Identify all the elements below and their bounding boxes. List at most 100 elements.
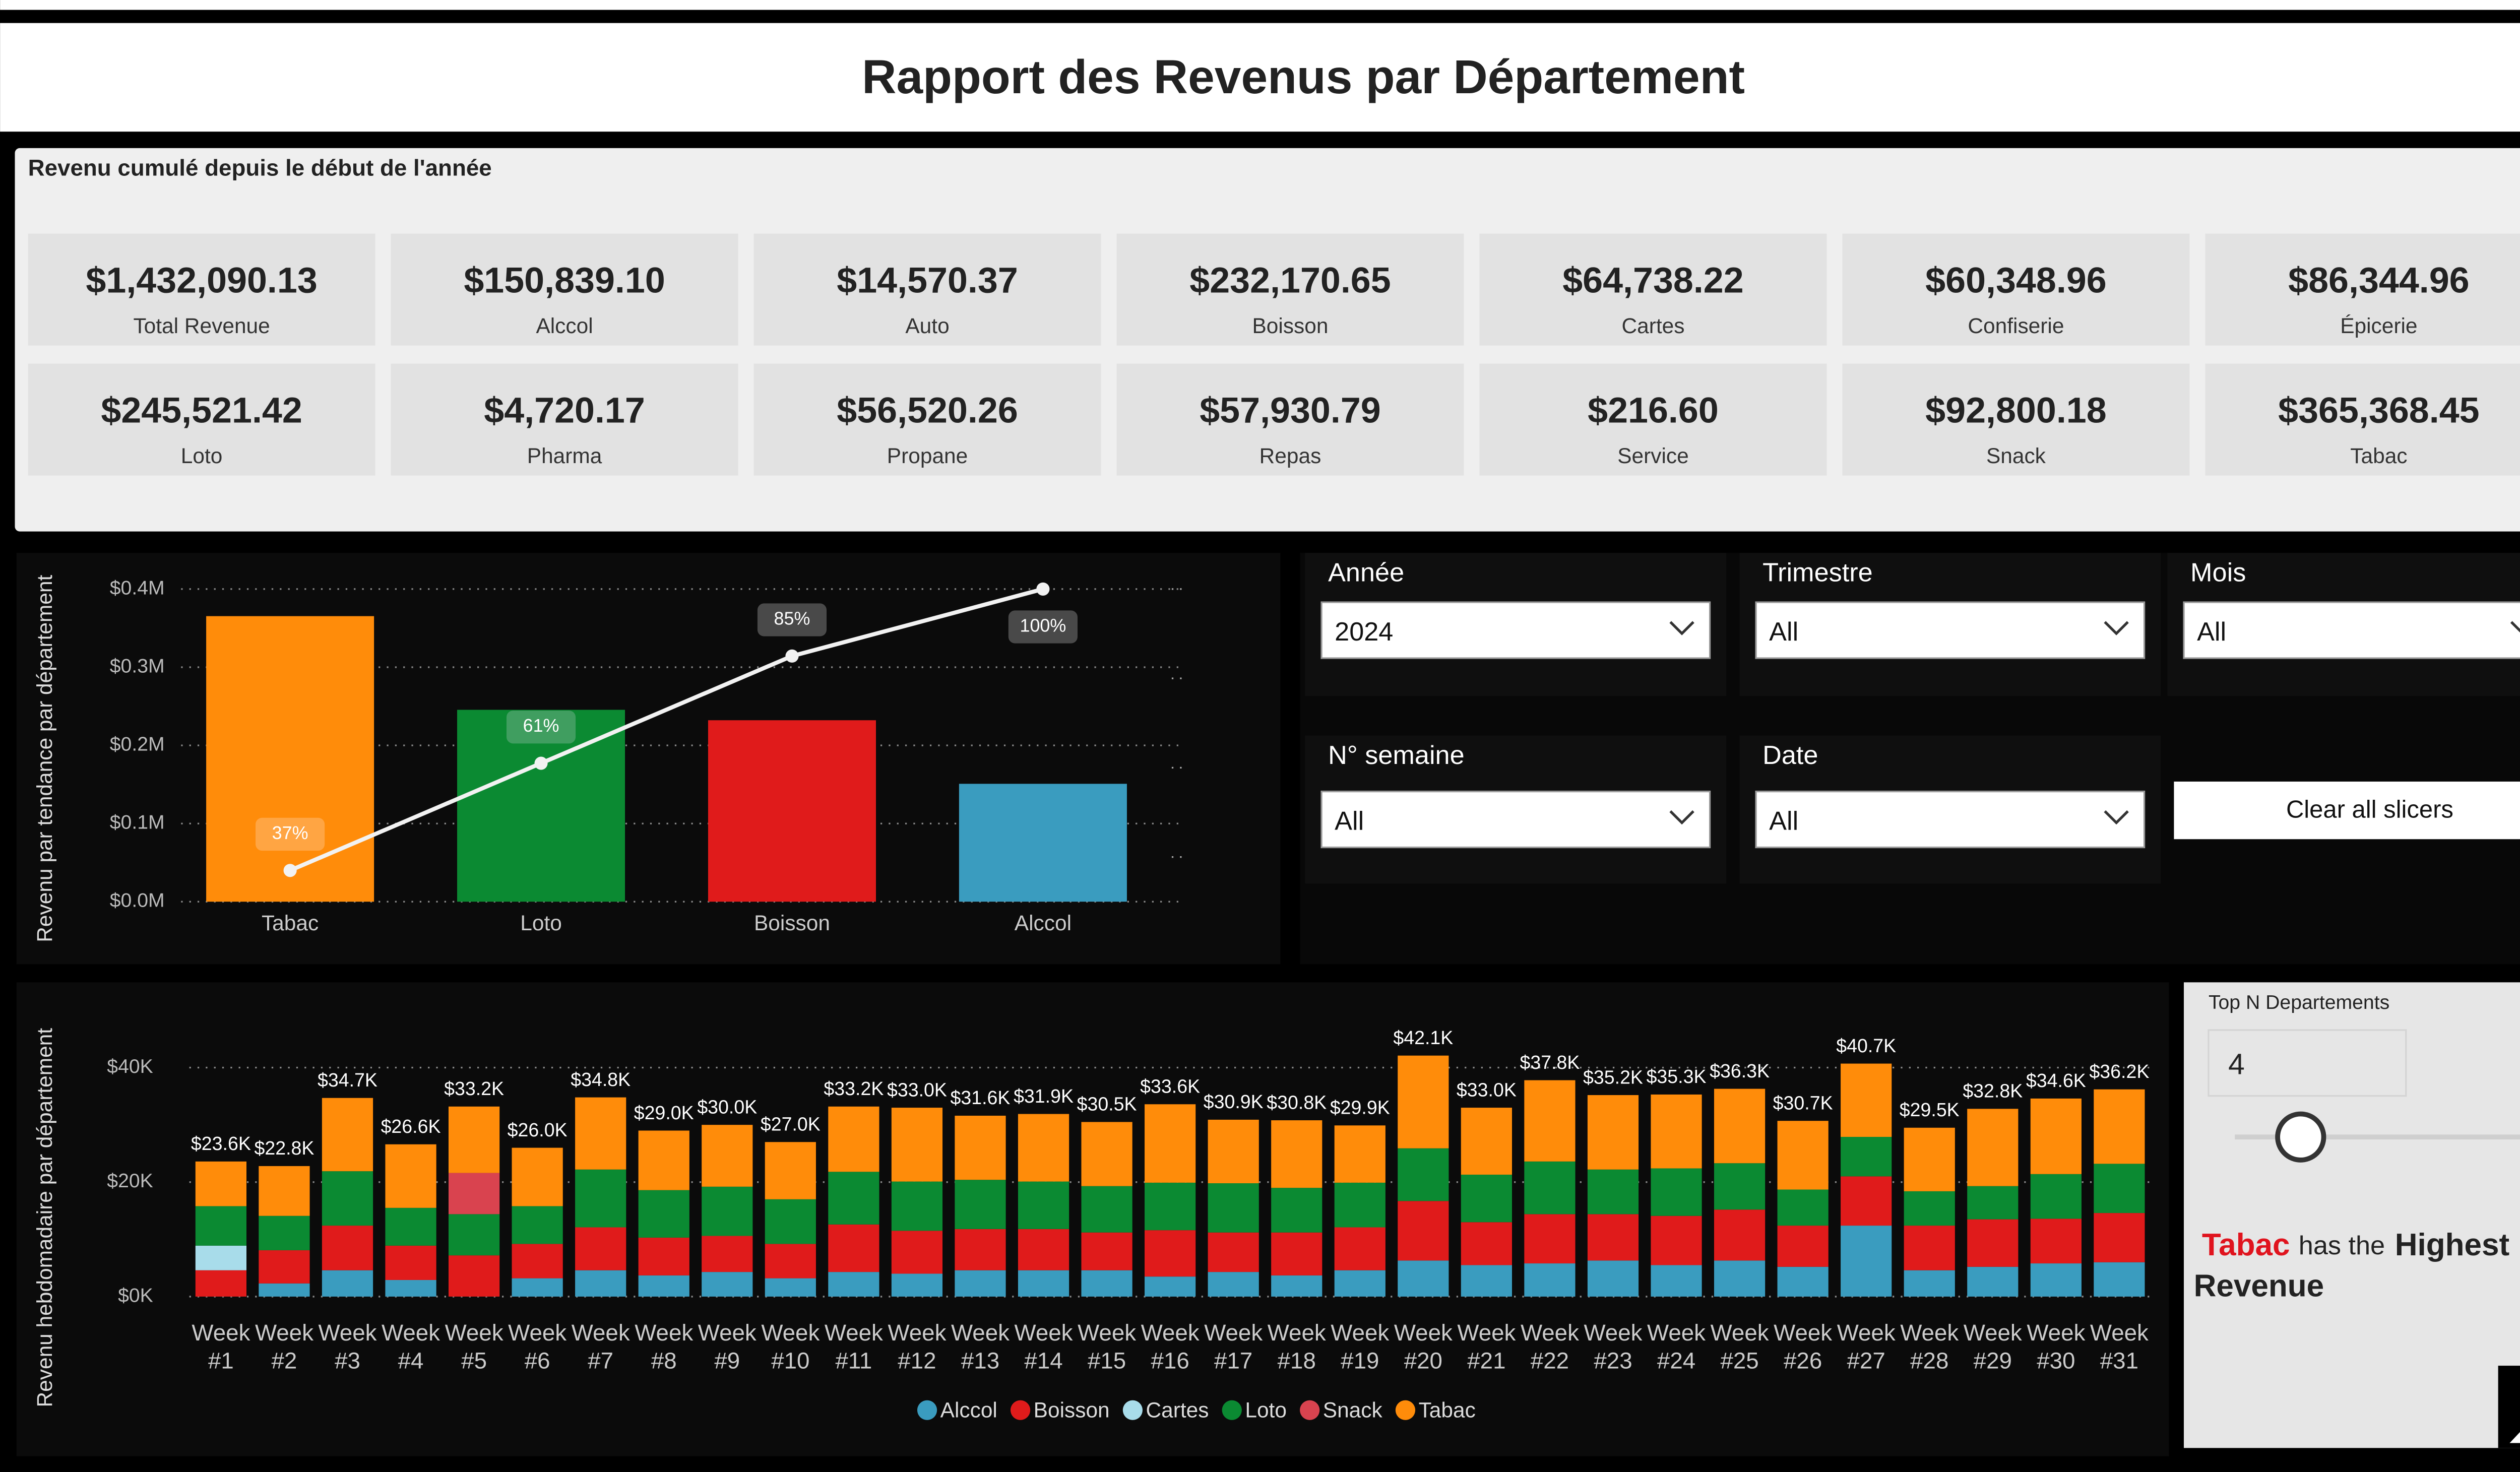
x-tick-label: Week #10 (761, 1320, 820, 1374)
total-label: $27.0K (761, 1113, 821, 1134)
y-tick-label: $0.2M (110, 733, 165, 755)
x-tick-label: Week #23 (1584, 1320, 1642, 1374)
total-label: $30.5K (1077, 1094, 1137, 1115)
bar-segment (1651, 1265, 1702, 1297)
bar-segment (1398, 1201, 1449, 1261)
total-label: $37.8K (1520, 1052, 1580, 1073)
x-tick-label: Week #13 (951, 1320, 1010, 1374)
bar-segment (1841, 1063, 1892, 1137)
x-tick-label: Week #21 (1457, 1320, 1516, 1374)
x-tick-label: Week #20 (1394, 1320, 1453, 1374)
x-tick-label: Week #14 (1015, 1320, 1073, 1374)
total-label: $33.0K (1457, 1079, 1517, 1100)
insight-leader: Tabac (2202, 1228, 2290, 1262)
total-label: $32.8K (1963, 1080, 2023, 1102)
y-tick-label: $40K (107, 1056, 153, 1077)
slicer-value[interactable]: All (2197, 617, 2226, 647)
bar-segment (828, 1272, 879, 1297)
bar-segment (195, 1245, 247, 1270)
bar-segment (1461, 1265, 1513, 1297)
corner-block (2498, 1366, 2520, 1448)
slicer-value[interactable]: All (1769, 617, 1798, 647)
bar-segment (1841, 1136, 1892, 1177)
total-label: $35.2K (1583, 1066, 1643, 1087)
bar-segment (512, 1206, 563, 1244)
slicer-value[interactable]: 2024 (1335, 617, 1393, 647)
x-tick-label: Week #1 (192, 1320, 250, 1374)
bar-segment (1271, 1120, 1322, 1188)
x-tick-label: Week #19 (1331, 1320, 1389, 1374)
y-tick-label: $0.1M (110, 812, 165, 834)
kpi-label: Confiserie (1968, 314, 2064, 338)
legend-label: Snack (1323, 1398, 1383, 1422)
dropdown-chevron (2104, 810, 2129, 825)
bar-segment (1651, 1094, 1702, 1169)
kpi-value: $245,521.42 (101, 391, 302, 431)
total-label: $40.7K (1836, 1035, 1896, 1056)
y-tick-label: $0K (118, 1285, 153, 1306)
bar-segment (195, 1161, 247, 1206)
bar-segment (1145, 1230, 1196, 1277)
x-tick-label: Tabac (262, 911, 319, 935)
bar-segment (1271, 1188, 1322, 1233)
total-label: $36.3K (1710, 1060, 1770, 1081)
bar-segment (385, 1245, 436, 1280)
slicer-dropdown[interactable] (2183, 601, 2520, 659)
slicer-dropdown[interactable] (1755, 790, 2146, 849)
clear-button[interactable] (2174, 781, 2520, 840)
bar-segment (1461, 1174, 1513, 1223)
bar-segment (1145, 1276, 1196, 1297)
slicer-value[interactable]: All (1769, 806, 1798, 836)
y-tick-label: $0.0M (110, 890, 165, 912)
kpi-label: Repas (1259, 444, 1321, 468)
bar-segment (448, 1106, 500, 1173)
slicer-dropdown[interactable] (1320, 790, 1711, 849)
bar-segment (1967, 1186, 2019, 1220)
slicer-dropdown[interactable] (1755, 601, 2146, 659)
bar-segment (2030, 1263, 2082, 1297)
legend-swatch (1122, 1400, 1143, 1420)
slicer-title: Trimestre (1762, 558, 1873, 587)
kpi-value: $232,170.65 (1189, 261, 1391, 301)
x-tick-label: Week #9 (698, 1320, 757, 1374)
kpi-label: Pharma (527, 444, 602, 468)
bar-segment (259, 1215, 310, 1250)
slicer-title: Année (1328, 558, 1404, 587)
kpi-card (753, 233, 1101, 346)
total-label: $35.3K (1647, 1066, 1707, 1087)
kpi-value: $64,738.22 (1562, 261, 1744, 301)
kpi-card (2205, 363, 2520, 476)
bar-segment (1018, 1114, 1069, 1182)
top-n-value[interactable]: 4 (2228, 1048, 2245, 1080)
x-tick-label: Week #27 (1837, 1320, 1896, 1374)
bar-segment (702, 1272, 753, 1297)
bar-segment (828, 1224, 879, 1272)
bar-segment (1334, 1270, 1385, 1297)
clear-button-label[interactable]: Clear all slicers (2286, 796, 2453, 823)
kpi-value: $56,520.26 (837, 391, 1018, 431)
bar-segment (575, 1097, 626, 1170)
bar-segment (448, 1173, 500, 1214)
total-label: $30.0K (697, 1096, 757, 1117)
bar-segment (385, 1144, 436, 1208)
bar-segment (1398, 1148, 1449, 1201)
dropdown-chevron (1669, 621, 1694, 635)
slicer-dropdown[interactable] (1320, 601, 1711, 659)
kpi-card (1479, 233, 1827, 346)
data-label: 61% (523, 715, 559, 736)
x-tick-label: Week #17 (1204, 1320, 1263, 1374)
x-tick-label: Week #29 (1964, 1320, 2022, 1374)
data-label-box (757, 603, 827, 636)
slider-handle[interactable] (2275, 1111, 2326, 1163)
bar-segment (1081, 1122, 1132, 1186)
legend-swatch (1222, 1400, 1242, 1420)
x-tick-label: Week #8 (635, 1320, 693, 1374)
bar-segment (1208, 1272, 1259, 1297)
kpi-value: $4,720.17 (484, 391, 645, 431)
slicer-value[interactable]: All (1335, 806, 1364, 836)
kpi-card (28, 233, 375, 346)
dropdown-chevron (2510, 621, 2520, 633)
top-n-input[interactable] (2208, 1029, 2407, 1097)
bar-segment (1208, 1183, 1259, 1233)
